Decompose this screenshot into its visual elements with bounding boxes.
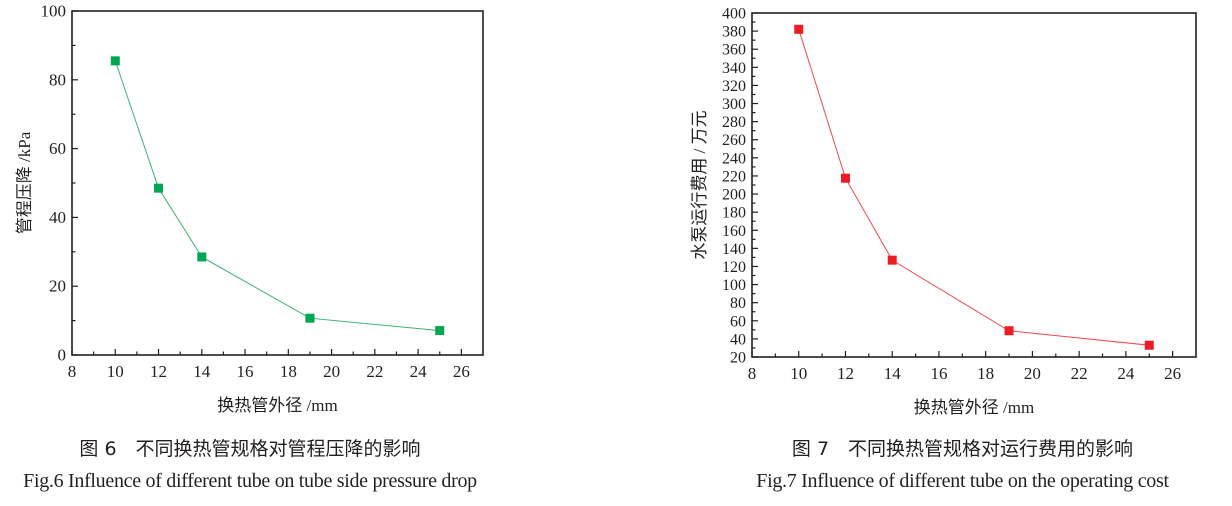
x-tick-label: 10 — [107, 362, 124, 381]
y-tick-label: 20 — [730, 350, 746, 367]
data-point — [197, 252, 207, 262]
data-point — [1004, 326, 1014, 336]
y-tick-label: 220 — [722, 168, 746, 185]
y-tick-label: 320 — [722, 78, 746, 95]
x-axis-label: 换热管外径 /mm — [914, 398, 1034, 417]
x-tick-label: 12 — [150, 362, 167, 381]
x-axis-label: 换热管外径 /mm — [217, 396, 337, 415]
series-line — [798, 29, 1150, 346]
x-tick-label: 18 — [977, 364, 994, 383]
y-tick-label: 100 — [722, 277, 746, 294]
data-point — [887, 255, 897, 265]
chart-2: 8 10 12 14 16 18 20 22 24 26 20 4060801001201401601… — [690, 6, 1197, 417]
plot-frame — [751, 12, 1197, 358]
y-tick-label: 0 — [58, 346, 67, 365]
figure-6-caption-english: Fig.6 Influence of different tube on tub… — [23, 470, 477, 492]
y-tick-label: 140 — [722, 241, 746, 258]
y-tick-label: 60 — [730, 313, 746, 330]
y-tick-label: 40 — [730, 331, 746, 348]
x-tick-label: 8 — [68, 362, 77, 381]
y-tick-label: 60 — [49, 139, 66, 158]
y-tick-label: 400 — [722, 6, 746, 23]
y-tick-label: 280 — [722, 114, 746, 131]
y-tick-label: 20 — [49, 277, 66, 296]
y-tick-label: 300 — [722, 96, 746, 113]
x-tick-label: 22 — [1071, 364, 1088, 383]
x-tick-label: 22 — [366, 362, 383, 381]
x-tick-label: 20 — [323, 362, 340, 381]
y-tick-label: 100 — [41, 2, 67, 21]
y-tick-label: 260 — [722, 132, 746, 149]
y-tick-label: 360 — [722, 42, 746, 59]
y-tick-label: 160 — [722, 223, 746, 240]
figure-7-caption-english: Fig.7 Influence of different tube on the… — [756, 470, 1169, 492]
x-tick-label: 12 — [837, 364, 854, 383]
x-tick-label: 8 — [748, 364, 757, 383]
x-tick-label: 18 — [280, 362, 297, 381]
x-tick-label: 20 — [1024, 364, 1041, 383]
plot-frame — [71, 10, 484, 356]
data-point — [435, 326, 445, 336]
x-tick-label: 26 — [1164, 364, 1181, 383]
data-point — [110, 56, 120, 66]
x-tick-label: 24 — [410, 362, 428, 381]
y-tick-label: 380 — [722, 24, 746, 41]
y-tick-label: 180 — [722, 205, 746, 222]
chart-1: 8 10 12 14 16 18 20 22 24 26 0 20 40 60 80 100 换热管外径 /mm… — [15, 2, 484, 415]
y-tick-label: 240 — [722, 150, 746, 167]
x-tick-label: 14 — [193, 362, 211, 381]
series-line — [114, 60, 440, 332]
y-tick-label: 80 — [49, 70, 66, 89]
x-tick-label: 16 — [930, 364, 947, 383]
y-tick-label: 200 — [722, 187, 746, 204]
data-point — [840, 173, 850, 183]
data-point — [1144, 340, 1154, 350]
figure-7-caption-chinese: 图 7 不同换热管规格对运行费用的影响 — [791, 438, 1134, 460]
y-tick-label: 340 — [722, 60, 746, 77]
y-axis-label: 水泵运行费用 / 万元 — [690, 110, 709, 259]
figure-6-caption-chinese: 图 6 不同换热管规格对管程压降的影响 — [79, 438, 421, 460]
x-tick-label: 14 — [884, 364, 902, 383]
x-tick-label: 16 — [237, 362, 254, 381]
y-tick-label: 80 — [730, 295, 746, 312]
x-tick-label: 10 — [790, 364, 807, 383]
data-point — [154, 183, 164, 193]
y-axis-label: 管程压降 /kPa — [15, 131, 34, 234]
data-point — [794, 24, 804, 34]
y-tick-label: 120 — [722, 259, 746, 276]
x-tick-label: 24 — [1117, 364, 1135, 383]
data-point — [305, 313, 315, 323]
y-tick-label: 40 — [49, 208, 66, 227]
x-tick-label: 26 — [453, 362, 470, 381]
